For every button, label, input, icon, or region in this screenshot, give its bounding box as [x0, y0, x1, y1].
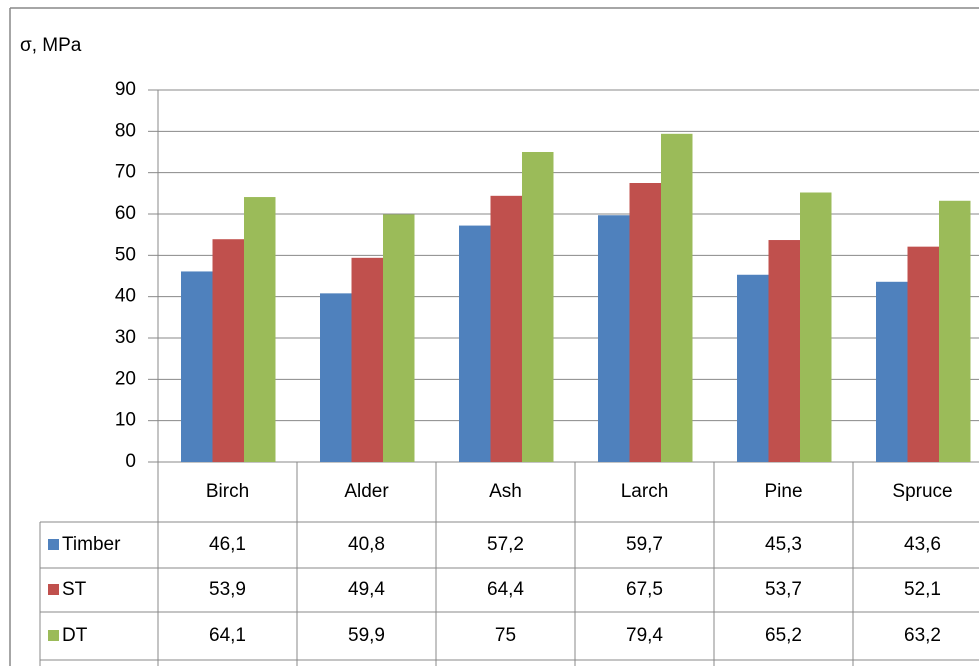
legend-label: Timber — [62, 534, 121, 555]
bar — [598, 215, 630, 462]
table-value: 52,1 — [904, 579, 941, 600]
legend-key — [48, 539, 59, 550]
table-value: 53,9 — [209, 579, 246, 600]
bar — [351, 257, 383, 462]
legend-label: DT — [62, 625, 88, 646]
y-tick-label: 50 — [115, 244, 136, 265]
table-value: 46,1 — [209, 534, 246, 555]
bar — [212, 239, 244, 462]
x-tick-label: Alder — [344, 481, 389, 502]
bar — [907, 246, 939, 462]
bar — [522, 152, 554, 462]
x-tick-label: Spruce — [892, 481, 952, 502]
y-tick-label: 70 — [115, 162, 136, 183]
y-axis-label: σ, MPa — [20, 35, 82, 56]
legend-key — [48, 630, 59, 641]
y-tick-label: 60 — [115, 203, 136, 224]
bar — [661, 133, 693, 462]
x-tick-label: Ash — [489, 481, 522, 502]
table-value: 79,4 — [626, 625, 663, 646]
table-value: 43,6 — [904, 534, 941, 555]
legend-label: ST — [62, 579, 87, 600]
y-tick-label: 30 — [115, 327, 136, 348]
table-value: 59,7 — [626, 534, 663, 555]
table-value: 49,4 — [348, 579, 385, 600]
bar — [629, 183, 661, 462]
table-value: 45,3 — [765, 534, 802, 555]
x-tick-label: Birch — [206, 481, 249, 502]
table-value: 59,9 — [348, 625, 385, 646]
bar — [800, 192, 832, 463]
y-tick-label: 20 — [115, 368, 136, 389]
table-value: 57,2 — [487, 534, 524, 555]
table-value: 53,7 — [765, 579, 802, 600]
y-tick-label: 0 — [125, 451, 136, 472]
x-tick-label: Pine — [764, 481, 802, 502]
bar — [181, 271, 213, 462]
bar — [244, 197, 276, 462]
table-value: 63,2 — [904, 625, 941, 646]
x-tick-label: Larch — [621, 481, 669, 502]
table-value: 65,2 — [765, 625, 802, 646]
bar — [768, 240, 800, 462]
y-tick-label: 10 — [115, 410, 136, 431]
y-tick-label: 90 — [115, 79, 136, 100]
y-tick-label: 80 — [115, 120, 136, 141]
bar — [490, 195, 522, 462]
legend-key — [48, 584, 59, 595]
bar — [939, 200, 971, 463]
bar — [737, 274, 769, 462]
table-value: 64,4 — [487, 579, 524, 600]
bar — [320, 293, 352, 462]
bar — [383, 214, 415, 462]
bar — [876, 281, 908, 462]
table-value: 40,8 — [348, 534, 385, 555]
y-tick-label: 40 — [115, 286, 136, 307]
bar — [459, 225, 491, 462]
table-value: 64,1 — [209, 625, 246, 646]
table-value: 75 — [495, 625, 516, 646]
table-value: 67,5 — [626, 579, 663, 600]
